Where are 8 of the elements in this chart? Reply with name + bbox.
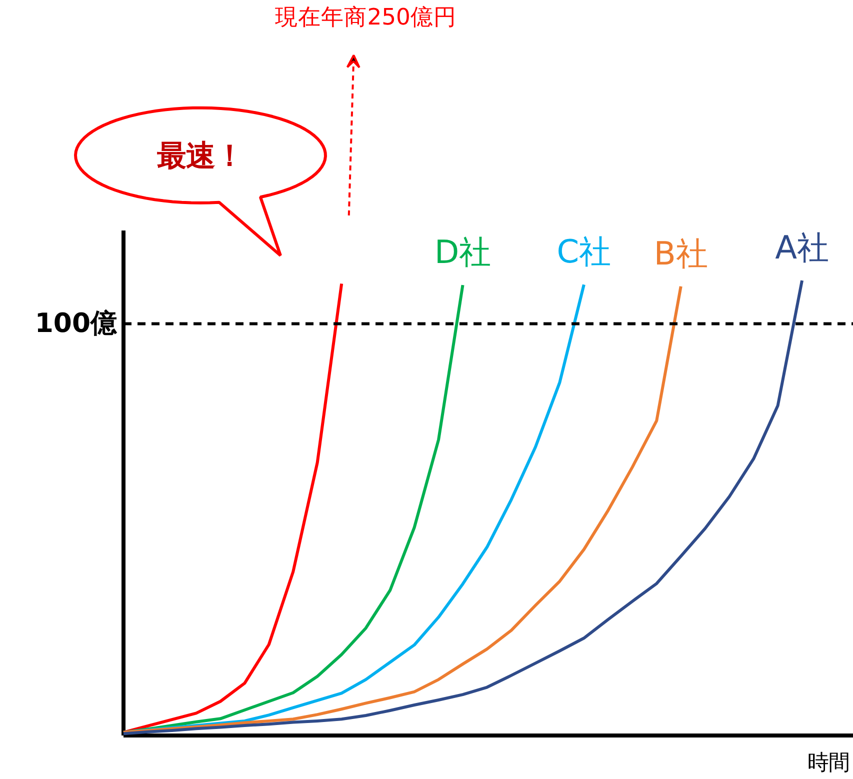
text: 最速！ [156, 138, 244, 172]
series-label: A社 [775, 228, 829, 266]
series-label: B社 [654, 234, 708, 272]
x-axis-title: 時間 [808, 750, 850, 776]
series-label: C社 [556, 232, 612, 271]
ref-line-label: 100億 [34, 308, 118, 340]
series-label: D社 [434, 233, 492, 272]
text: 現在年商250億円 [275, 4, 456, 30]
